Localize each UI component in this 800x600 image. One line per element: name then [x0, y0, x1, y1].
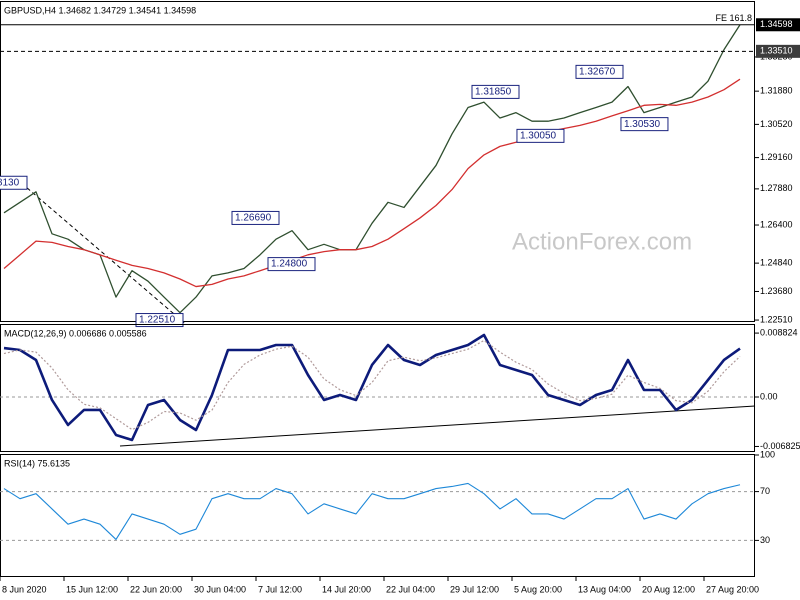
series-line — [3, 24, 741, 314]
pane-frame — [0, 454, 755, 577]
annotation-box — [231, 210, 280, 225]
x-tick-label: 22 Jul 04:00 — [386, 584, 435, 594]
annotation-box — [135, 313, 184, 328]
x-tick-label: 7 Jul 12:00 — [258, 584, 302, 594]
annotation-box — [516, 128, 565, 143]
series-line — [3, 333, 741, 442]
series-line — [3, 78, 741, 288]
annotation-box — [0, 175, 28, 190]
series-line — [3, 482, 741, 540]
x-tick-label: 22 Jun 20:00 — [130, 584, 182, 594]
x-tick-label: 30 Jun 04:00 — [194, 584, 246, 594]
y-tick-label: 1.31880 — [760, 86, 793, 96]
y-tick-label: 1.30520 — [760, 119, 793, 129]
annotation-label: 1.30530 — [624, 119, 661, 130]
annotation-box — [575, 64, 624, 79]
annotation-label: 1.22510 — [139, 315, 176, 326]
x-tick-label: 13 Aug 04:00 — [578, 584, 631, 594]
x-tick-label: 8 Jun 2020 — [2, 584, 47, 594]
y-tick-label: 0.00 — [760, 391, 778, 401]
y-tick-label: 1.27880 — [760, 183, 793, 193]
trendline — [119, 405, 756, 447]
pane-title: GBPUSD,H4 1.34682 1.34729 1.34541 1.3459… — [4, 5, 196, 15]
x-tick-label: 14 Jul 20:00 — [322, 584, 371, 594]
x-tick-label: 29 Jul 12:00 — [450, 584, 499, 594]
annotation-label: 1.24800 — [271, 259, 308, 270]
y-tick-label: -0.006825 — [760, 441, 800, 451]
y-tick-label: 1.23680 — [760, 286, 793, 296]
y-tick-label: 1.24840 — [760, 258, 793, 268]
y-tick-label: 1.26400 — [760, 219, 793, 229]
x-tick-label: 15 Jun 12:00 — [66, 584, 118, 594]
pane-title: MACD(12,26,9) 0.006686 0.005586 — [4, 328, 147, 338]
series-line — [3, 339, 741, 431]
pane-frame — [0, 324, 755, 452]
watermark: ActionForex.com — [512, 228, 692, 255]
y-tick-label: 70 — [760, 486, 770, 496]
annotation-label: 1.31850 — [475, 87, 512, 98]
price-box — [756, 18, 800, 32]
x-tick-label: 20 Aug 12:00 — [642, 584, 695, 594]
price-box-label: 1.33510 — [760, 46, 793, 56]
x-tick-label: 5 Aug 20:00 — [514, 584, 562, 594]
pane-title: RSI(14) 75.6135 — [4, 458, 70, 468]
annotation-box — [267, 257, 316, 272]
annotation-label: 1.26690 — [235, 213, 272, 224]
annotation-box — [471, 84, 520, 99]
price-box-label: 1.34598 — [760, 19, 793, 29]
annotation-box — [620, 117, 669, 132]
annotation-label: 1.28130 — [0, 177, 20, 188]
y-tick-label: 1.29160 — [760, 152, 793, 162]
price-box — [756, 44, 800, 58]
annotation-label: 1.30050 — [520, 131, 557, 142]
y-tick-label: 30 — [760, 535, 770, 545]
y-tick-label: 100 — [760, 449, 775, 459]
annotation-label: 1.32670 — [579, 67, 616, 78]
line-label: FE 161.8 — [715, 13, 752, 23]
y-tick-label: 1.22510 — [760, 314, 793, 324]
y-tick-label: 0.008824 — [760, 327, 798, 337]
pane-frame — [0, 1, 755, 322]
x-tick-label: 27 Aug 20:00 — [706, 584, 759, 594]
